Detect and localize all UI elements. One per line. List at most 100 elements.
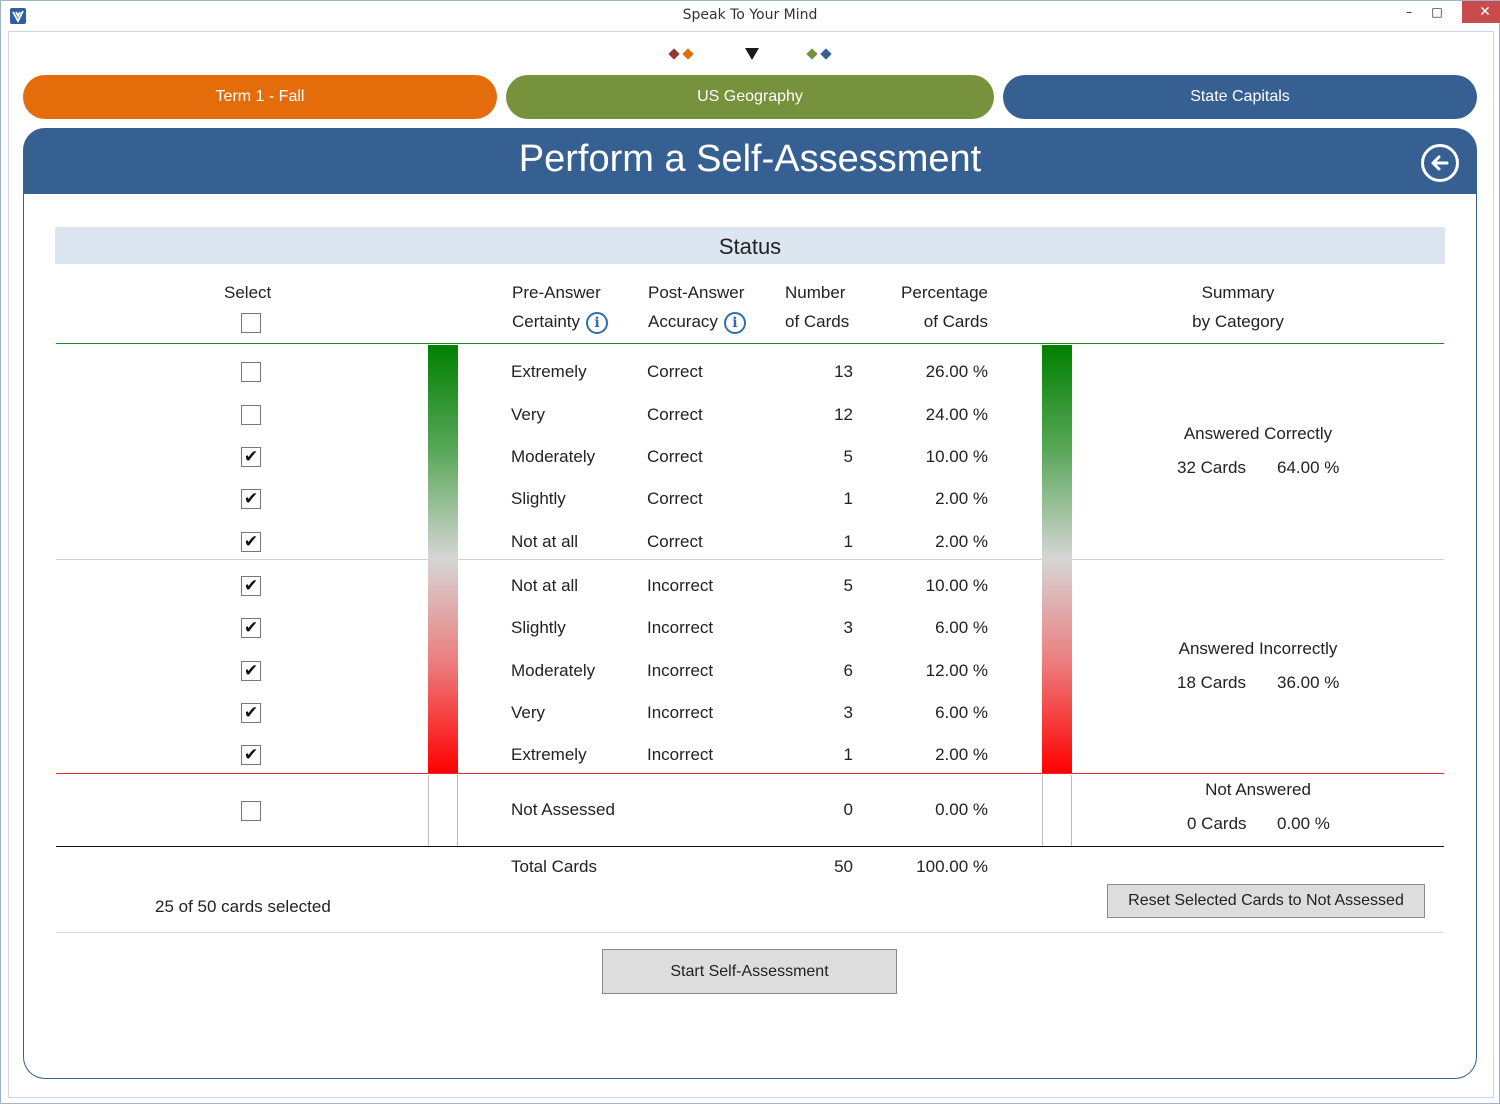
summary-header: Summary by Category	[1140, 278, 1336, 336]
row-select-checkbox[interactable]: ✔	[241, 661, 261, 681]
certainty-info-icon[interactable]: i	[586, 312, 608, 334]
row-count: 3	[800, 618, 853, 638]
summary-header-line1: Summary	[1202, 283, 1275, 302]
summary-incorrect-cards: 18 Cards	[1177, 673, 1246, 693]
row-percent: 6.00 %	[880, 618, 988, 638]
total-count: 50	[800, 857, 853, 877]
correct-incorrect-divider	[56, 559, 1444, 560]
summary-correct-cards: 32 Cards	[1177, 458, 1246, 478]
row-percent: 10.00 %	[880, 447, 988, 467]
row-percent: 2.00 %	[880, 745, 988, 765]
number-header-line2: of Cards	[785, 312, 849, 331]
percentage-header-line1: Percentage	[901, 283, 988, 302]
close-button[interactable]: ✕	[1462, 1, 1500, 23]
row-percent: 2.00 %	[880, 532, 988, 552]
row-select-checkbox[interactable]: ✔	[241, 703, 261, 723]
maximize-button[interactable]: □	[1422, 1, 1452, 23]
row-accuracy: Incorrect	[647, 745, 713, 765]
row-count: 1	[800, 489, 853, 509]
row-certainty: Moderately	[511, 661, 595, 681]
diamond-icon	[806, 48, 817, 59]
number-header: Number of Cards	[785, 278, 849, 336]
summary-correct-percent: 64.00 %	[1277, 458, 1339, 478]
summary-gradient-bar	[1042, 345, 1072, 773]
row-certainty: Very	[511, 405, 545, 425]
summary-correct-title: Answered Correctly	[1072, 424, 1444, 444]
summary-header-line2: by Category	[1192, 312, 1284, 331]
row-certainty: Not at all	[511, 532, 578, 552]
row-accuracy: Correct	[647, 447, 703, 467]
row-accuracy: Incorrect	[647, 661, 713, 681]
term-tab[interactable]: Term 1 - Fall	[23, 75, 497, 119]
row-select-checkbox[interactable]: ✔	[241, 576, 261, 596]
breadcrumb-indicator	[0, 46, 1500, 64]
window-title: Speak To Your Mind	[1, 7, 1499, 23]
row-percent: 24.00 %	[880, 405, 988, 425]
select-all-checkbox[interactable]	[241, 313, 261, 333]
row-accuracy: Incorrect	[647, 703, 713, 723]
minimize-button[interactable]: –	[1394, 1, 1424, 23]
row-select-checkbox[interactable]: ✔	[241, 447, 261, 467]
row-count: 5	[800, 447, 853, 467]
row-certainty: Slightly	[511, 489, 566, 509]
current-position-triangle-icon	[745, 48, 759, 60]
header-divider	[56, 343, 1444, 344]
post-answer-header-line1: Post-Answer	[648, 283, 744, 302]
status-section-header: Status	[55, 227, 1445, 264]
row-select-checkbox[interactable]: ✔	[241, 745, 261, 765]
not-assessed-bar-cell	[428, 775, 458, 846]
pre-answer-header-line2: Certainty	[512, 312, 580, 331]
accuracy-info-icon[interactable]: i	[724, 312, 746, 334]
row-certainty: Slightly	[511, 618, 566, 638]
row-select-checkbox[interactable]	[241, 362, 261, 382]
row-count: 1	[800, 745, 853, 765]
row-select-checkbox[interactable]	[241, 405, 261, 425]
row-count: 1	[800, 532, 853, 552]
row-select-checkbox[interactable]: ✔	[241, 532, 261, 552]
row-certainty: Not at all	[511, 576, 578, 596]
course-tab[interactable]: US Geography	[506, 75, 994, 119]
percentage-header-line2: of Cards	[924, 312, 988, 331]
start-self-assessment-button[interactable]: Start Self-Assessment	[602, 949, 897, 994]
number-header-line1: Number	[785, 283, 845, 302]
pre-answer-header-line1: Pre-Answer	[512, 283, 601, 302]
not-answered-bar-cell	[1042, 775, 1072, 846]
row-count: 12	[800, 405, 853, 425]
diamond-icon	[820, 48, 831, 59]
row-accuracy: Correct	[647, 532, 703, 552]
row-percent: 6.00 %	[880, 703, 988, 723]
not-assessed-percent: 0.00 %	[880, 800, 988, 820]
page-header: Perform a Self-Assessment	[23, 128, 1477, 194]
title-bar: Speak To Your Mind – □ ✕	[1, 1, 1499, 31]
percentage-header: Percentage of Cards	[880, 278, 988, 336]
row-certainty: Very	[511, 703, 545, 723]
diamond-icon	[682, 48, 693, 59]
row-select-checkbox[interactable]: ✔	[241, 618, 261, 638]
row-count: 3	[800, 703, 853, 723]
row-accuracy: Incorrect	[647, 576, 713, 596]
row-select-checkbox[interactable]: ✔	[241, 489, 261, 509]
row-count: 5	[800, 576, 853, 596]
summary-not-answered-percent: 0.00 %	[1277, 814, 1330, 834]
not-assessed-checkbox[interactable]	[241, 801, 261, 821]
post-answer-header: Post-Answer Accuracy i	[648, 278, 746, 336]
diamond-icon	[668, 48, 679, 59]
summary-not-answered-title: Not Answered	[1072, 780, 1444, 800]
certainty-gradient-bar	[428, 345, 458, 773]
summary-incorrect-title: Answered Incorrectly	[1072, 639, 1444, 659]
deck-tab[interactable]: State Capitals	[1003, 75, 1477, 119]
back-arrow-icon[interactable]	[1421, 144, 1459, 182]
row-percent: 2.00 %	[880, 489, 988, 509]
row-count: 13	[800, 362, 853, 382]
pre-answer-header: Pre-Answer Certainty i	[512, 278, 608, 336]
row-percent: 10.00 %	[880, 576, 988, 596]
page-title: Perform a Self-Assessment	[23, 138, 1477, 181]
total-percent: 100.00 %	[880, 857, 988, 877]
status-title: Status	[55, 234, 1445, 260]
row-count: 6	[800, 661, 853, 681]
row-accuracy: Correct	[647, 489, 703, 509]
total-label: Total Cards	[511, 857, 597, 877]
incorrect-divider	[56, 773, 1444, 774]
reset-selected-button[interactable]: Reset Selected Cards to Not Assessed	[1107, 884, 1425, 918]
not-assessed-count: 0	[800, 800, 853, 820]
